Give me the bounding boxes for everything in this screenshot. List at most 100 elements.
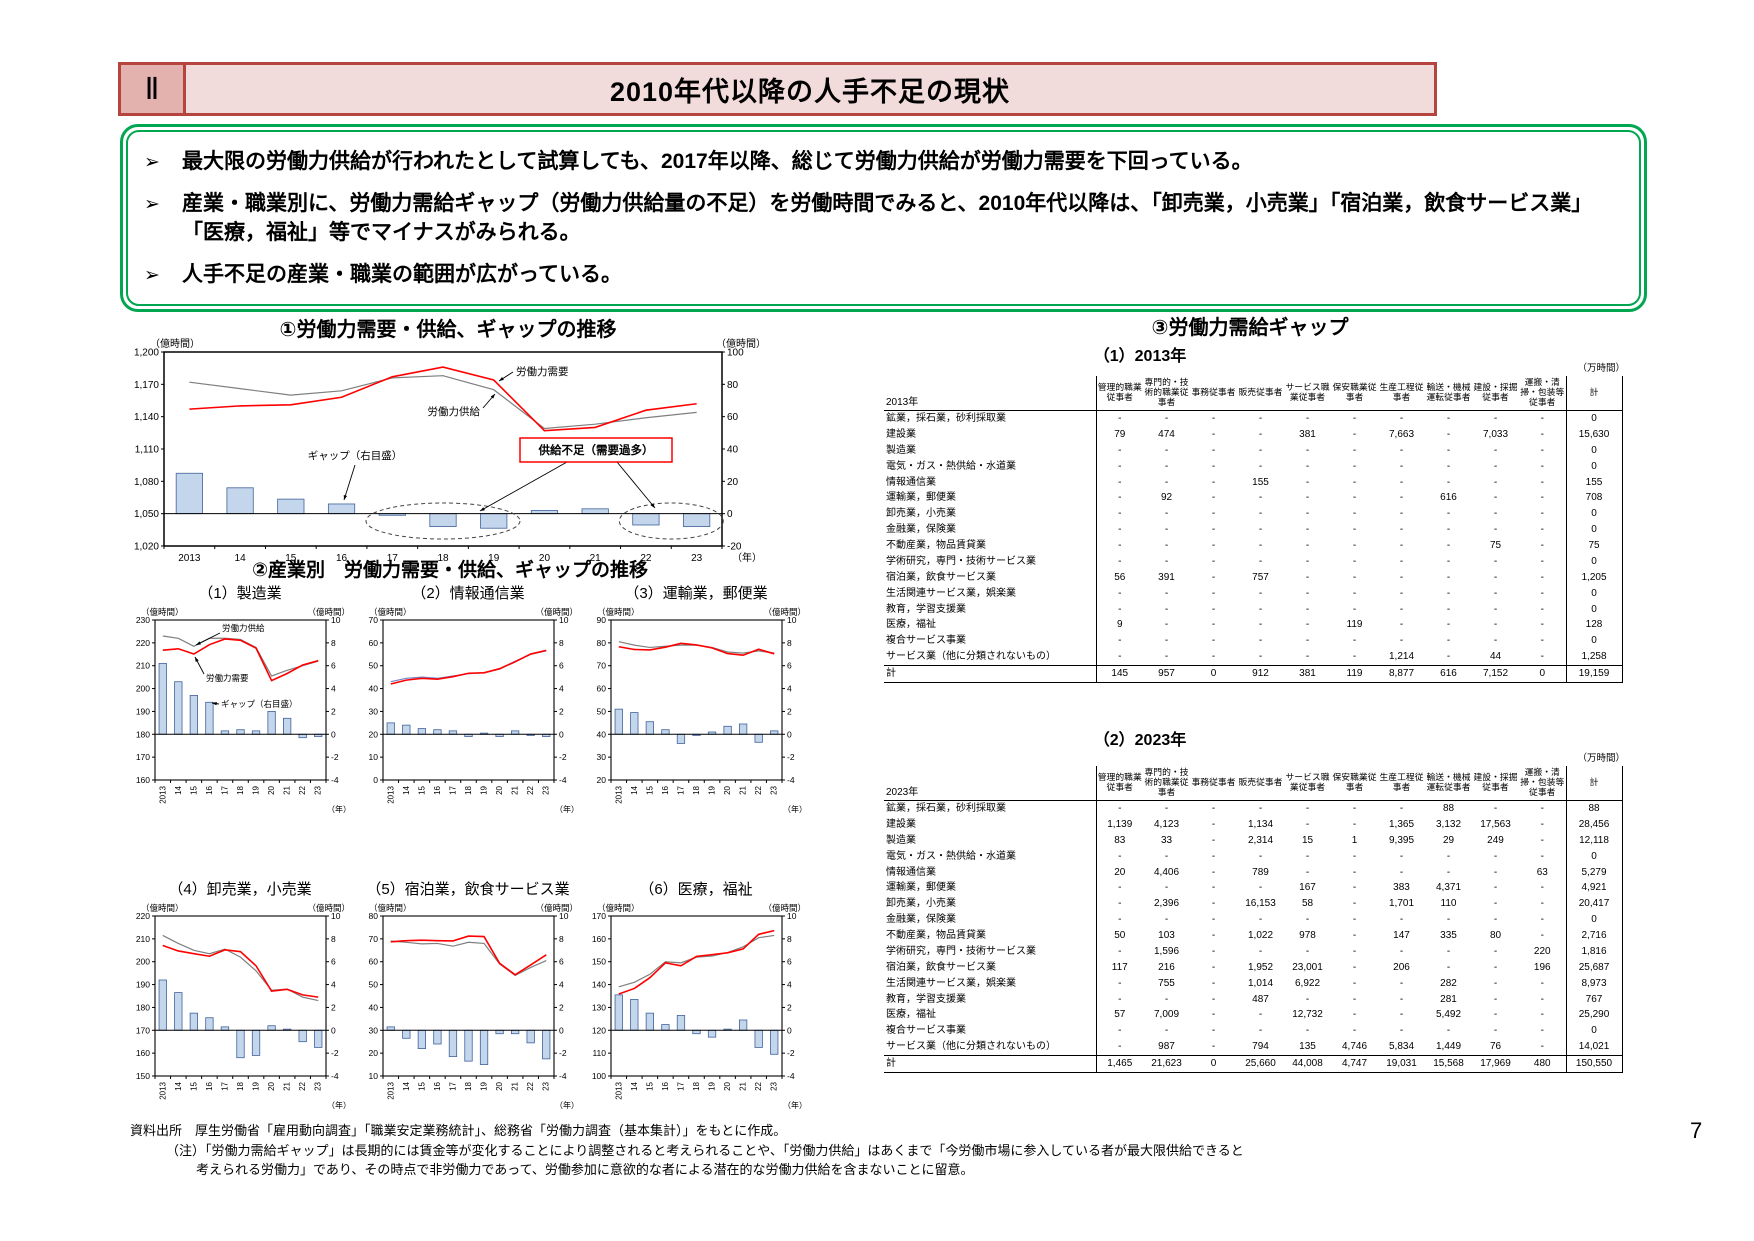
industry-name-cell: 鉱業，採石業，砂利採取業 [886,803,1006,815]
svg-text:20: 20 [723,785,732,794]
value-cell: - [1095,537,1143,554]
chart-info-communications-plot: 70 60 50 40 30 20 10 0 10 8 6 4 2 0 -2 -4 2013 14 15 16 17 18… [352,604,584,823]
svg-text:17: 17 [220,1081,229,1090]
value-cell: - [1305,803,1310,815]
value-cell: 75 [1489,540,1502,552]
value-cell: - [1305,492,1310,504]
value-cell: 487 [1252,993,1269,1005]
value-cell: - [1352,540,1357,552]
summary-box-inner: ➢ 最大限の労働力供給が行われたとして試算しても、2017年以降、総じて労働力供… [126,130,1641,306]
value-cell: 978 [1299,930,1316,942]
value-cell: - [1446,961,1451,973]
value-cell: - [1258,460,1263,472]
svg-text:0: 0 [787,729,792,739]
svg-text:8: 8 [559,934,564,944]
value-cell: - [1399,555,1404,567]
value-cell: - [1540,492,1544,504]
table-2023-subtitle: （2）2023年 [1093,732,1187,749]
industry-name-cell: 生活関連サービス業，娯楽業 [886,587,1016,599]
shortage-label-box [519,437,673,463]
value-cell: - [1352,413,1357,425]
svg-text:21: 21 [511,785,520,794]
svg-text:-20: -20 [727,542,742,553]
bullet-item: ➢ 最大限の労働力供給が行われたとして試算しても、2017年以降、総じて労働力供… [144,148,1615,177]
value-cell: - [1211,930,1216,942]
value-cell: - [1399,945,1404,957]
value-cell: 987 [1158,1041,1175,1053]
column-header: 生産工程従事者 [1378,766,1425,801]
value-cell: - [1352,803,1357,815]
value-cell: 4,371 [1435,882,1462,894]
value-cell: - [1493,571,1498,583]
value-cell: - [1211,961,1216,973]
industry-name-cell: 情報通信業 [886,476,936,488]
svg-text:4: 4 [787,980,792,990]
value-cell: - [1493,492,1498,504]
column-header: 販売従事者 [1237,376,1284,411]
shortage-ellipse [365,502,521,540]
value-cell: - [1164,882,1169,894]
value-cell: - [1211,914,1216,926]
value-cell: - [1095,975,1143,992]
value-cell: - [1540,476,1544,488]
value-cell: 9,395 [1388,834,1415,846]
value-cell: 480 [1519,1054,1566,1073]
shortage-ellipse [618,502,724,540]
value-cell: - [1399,603,1404,615]
svg-text:1,020: 1,020 [134,542,159,553]
svg-text:6: 6 [559,957,564,967]
svg-text:労働力需要: 労働力需要 [206,673,249,683]
value-cell: - [1493,1009,1498,1021]
value-cell: - [1399,803,1404,815]
value-cell: - [1352,882,1357,894]
value-cell: - [1305,476,1310,488]
value-cell: - [1211,587,1216,599]
value-cell: - [1164,635,1169,647]
table-row: サービス業（他に分類されないもの） - 987 - 794 135 4,746 5,834 1,… [884,1039,1623,1056]
svg-text:16: 16 [661,1081,670,1090]
value-cell: 0 [1190,1054,1237,1073]
value-cell: 4,921 [1565,880,1623,897]
value-cell: - [1446,508,1451,520]
value-cell: 0 [1565,410,1623,427]
value-cell: - [1305,524,1310,536]
value-cell: - [1540,993,1544,1005]
section2-title: ②産業別 労働力需要・供給、ギャップの推移 [251,560,649,581]
industry-name-cell: 製造業 [886,834,916,846]
value-cell: - [1352,945,1357,957]
demand-line [189,366,697,432]
value-cell: - [1211,818,1216,830]
value-cell: - [1352,508,1357,520]
chart-transport-postal: （3）運輸業，郵便業 90 80 70 60 50 40 30 20 10 8 6 4 2 0 -2 -4 20… [580,582,812,823]
column-header: 専門的・技術的職業従事者 [1143,376,1190,411]
industry-name-cell: 電気・ガス・熱供給・水道業 [886,850,1016,862]
value-cell: - [1493,635,1498,647]
value-cell: 0 [1565,442,1623,459]
year-label-cell: 2013年 [884,376,1096,411]
summary-box: ➢ 最大限の労働力供給が行われたとして試算しても、2017年以降、総じて労働力供… [120,124,1647,312]
value-cell: - [1305,914,1310,926]
value-cell: 1,465 [1095,1054,1143,1073]
gap-bars [158,979,323,1059]
svg-text:40: 40 [727,445,739,456]
svg-text:2: 2 [331,706,336,716]
value-cell: - [1493,914,1498,926]
table-2013-unit: （万時間） [1577,363,1625,374]
gap-table: 2013年 管理的職業従事者 専門的・技術的職業従事者 事務従事者 販売従事者 サービス職… [884,376,1623,683]
value-cell: 1,134 [1247,818,1274,830]
bullet-text: 人手不足の産業・職業の範囲が広がっている。 [182,263,622,287]
table-row: 不動産業，物品賃貸業 - - - - - - - - 75 - 75 [884,537,1623,554]
gap-bars [614,994,779,1055]
value-cell: - [1540,428,1544,440]
value-cell: - [1211,945,1216,957]
svg-text:8: 8 [331,934,336,944]
svg-text:-2: -2 [559,752,567,762]
svg-text:0: 0 [787,1025,792,1035]
table-row: 金融業，保険業 - - - - - - - - - - 0 [884,912,1623,928]
svg-text:20: 20 [267,1081,276,1090]
value-cell: 282 [1440,977,1457,989]
value-cell: - [1540,571,1544,583]
value-cell: 80 [1489,930,1502,942]
